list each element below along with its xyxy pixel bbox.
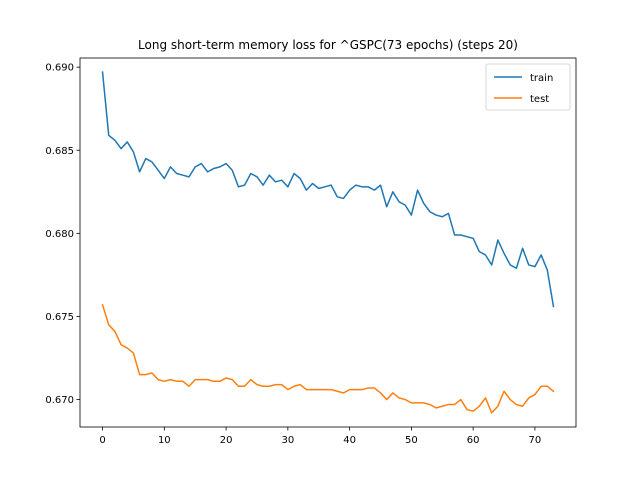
axes-frame xyxy=(79,57,577,428)
x-tick-label: 70 xyxy=(529,435,542,446)
x-tick-label: 40 xyxy=(343,435,356,446)
x-tick-label: 30 xyxy=(281,435,294,446)
legend-box xyxy=(485,63,571,111)
legend-label-test: test xyxy=(530,94,549,105)
legend-label-train: train xyxy=(530,73,553,84)
series-line-test xyxy=(101,303,555,414)
y-tick-label: 0.670 xyxy=(45,395,74,406)
y-tick-label: 0.685 xyxy=(45,146,74,157)
y-tick-label: 0.675 xyxy=(45,312,74,323)
x-tick-label: 10 xyxy=(158,435,171,446)
x-tick-label: 60 xyxy=(467,435,480,446)
x-tick-label: 0 xyxy=(99,435,105,446)
chart-title: Long short-term memory loss for ^GSPC(73… xyxy=(138,38,518,52)
y-tick-label: 0.690 xyxy=(45,63,74,74)
legend: train test xyxy=(485,63,571,111)
x-tick-label: 20 xyxy=(220,435,233,446)
series-line-train xyxy=(101,71,555,308)
plot-area: 0 10 20 30 40 50 60 70 0.670 0.675 0.680 0.685 0.690 xyxy=(45,57,577,446)
y-tick-label: 0.680 xyxy=(45,229,74,240)
x-tick-label: 50 xyxy=(405,435,418,446)
